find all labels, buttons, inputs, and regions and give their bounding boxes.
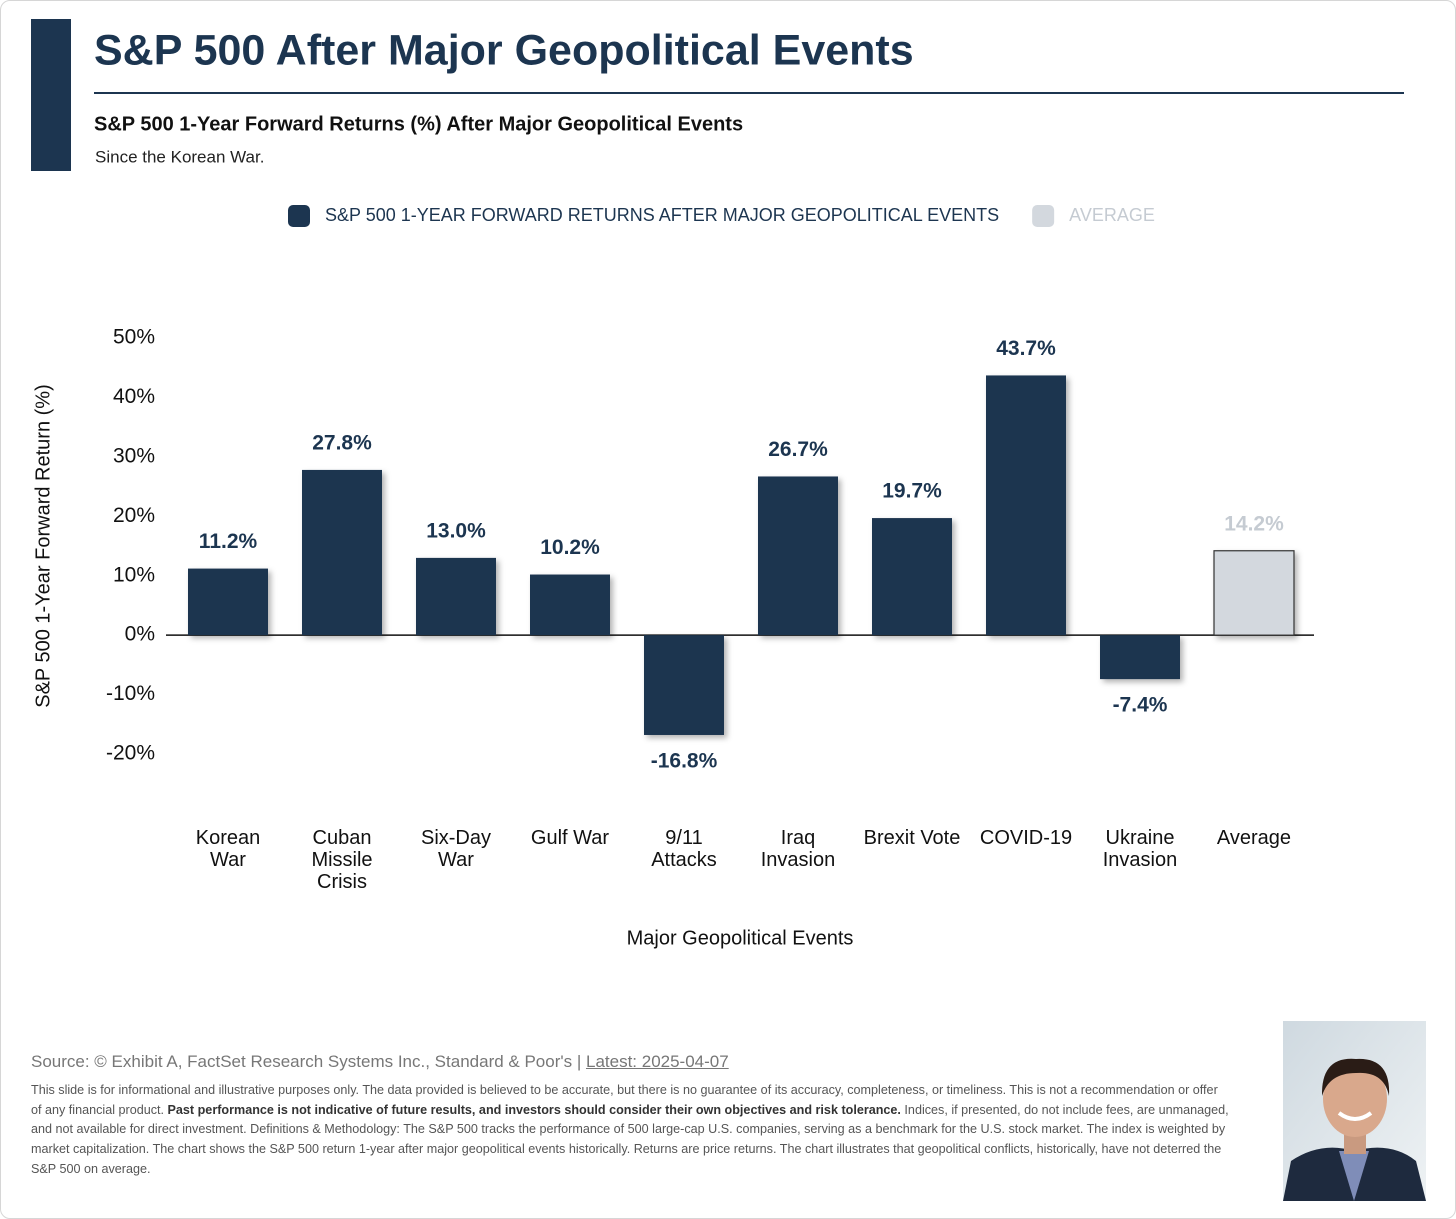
value-label: -16.8%: [651, 750, 718, 773]
value-label: 10.2%: [540, 536, 600, 559]
page-title: S&P 500 After Major Geopolitical Events: [94, 26, 914, 74]
photo: [1283, 1021, 1426, 1201]
chart-subtitle: Since the Korean War.: [95, 147, 264, 166]
legend-swatch: [1032, 205, 1055, 227]
x-tick-label: Average: [1216, 827, 1292, 849]
bar: [872, 518, 952, 636]
bar: [644, 635, 724, 735]
chart-title: S&P 500 1-Year Forward Returns (%) After…: [94, 113, 743, 135]
bar: [986, 375, 1066, 636]
legend-label: AVERAGE: [1069, 205, 1155, 225]
value-label: 14.2%: [1224, 512, 1284, 535]
y-tick-label: 20%: [113, 504, 155, 527]
value-label: 13.0%: [426, 519, 486, 542]
x-tick-label: Gulf War: [530, 827, 610, 849]
value-label: 26.7%: [768, 438, 828, 461]
x-tick-label: Cuban Missile Crisis: [311, 827, 373, 893]
disclaimer: This slide is for informational and illu…: [31, 1081, 1231, 1180]
disclaimer-text: Indices, if presented, do not include fe…: [31, 1102, 1229, 1176]
y-tick-label: 0%: [125, 623, 155, 646]
value-label: 43.7%: [996, 337, 1056, 360]
value-label: 27.8%: [312, 431, 372, 454]
bar: [758, 476, 838, 636]
value-label: 11.2%: [199, 530, 258, 553]
disclaimer-bold: Past performance is not indicative of fu…: [167, 1102, 901, 1117]
legend-swatch: [288, 205, 310, 227]
y-tick-label: 50%: [113, 326, 155, 349]
y-tick-label: -20%: [106, 742, 155, 765]
x-tick-label: Brexit Vote: [863, 827, 961, 849]
y-tick-label: -10%: [106, 682, 155, 705]
legend-label: S&P 500 1-YEAR FORWARD RETURNS AFTER MAJ…: [325, 205, 999, 225]
value-label: 19.7%: [882, 480, 942, 503]
bar: [1213, 550, 1295, 636]
latest-date: Latest: 2025-04-07: [585, 1052, 729, 1071]
bar: [416, 557, 496, 636]
bar: [530, 574, 610, 636]
x-tick-label: Ukraine Invasion: [1102, 827, 1178, 871]
bar: [302, 469, 382, 636]
source-text: Source: © Exhibit A, FactSet Research Sy…: [31, 1052, 586, 1071]
y-tick-label: 10%: [113, 563, 155, 586]
value-label: -7.4%: [1113, 694, 1168, 717]
y-tick-label: 30%: [113, 444, 155, 467]
disclaimer-text: This slide is for informational and illu…: [31, 1083, 1218, 1117]
bar: [1100, 635, 1180, 680]
x-tick-label: 9/11 Attacks: [651, 827, 717, 871]
x-tick-label: Iraq Invasion: [760, 827, 836, 871]
x-axis-title: Major Geopolitical Events: [627, 927, 854, 949]
x-tick-label: Six-Day War: [420, 827, 491, 871]
source: Source: © Exhibit A, FactSet Research Sy…: [31, 1052, 729, 1072]
accent-bar: [31, 19, 71, 171]
x-tick-label: Korean War: [195, 827, 261, 871]
y-axis-title: S&P 500 1-Year Forward Return (%): [32, 384, 54, 708]
bar: [188, 568, 268, 636]
y-tick-label: 40%: [113, 385, 155, 408]
x-tick-label: COVID-19: [979, 827, 1073, 849]
